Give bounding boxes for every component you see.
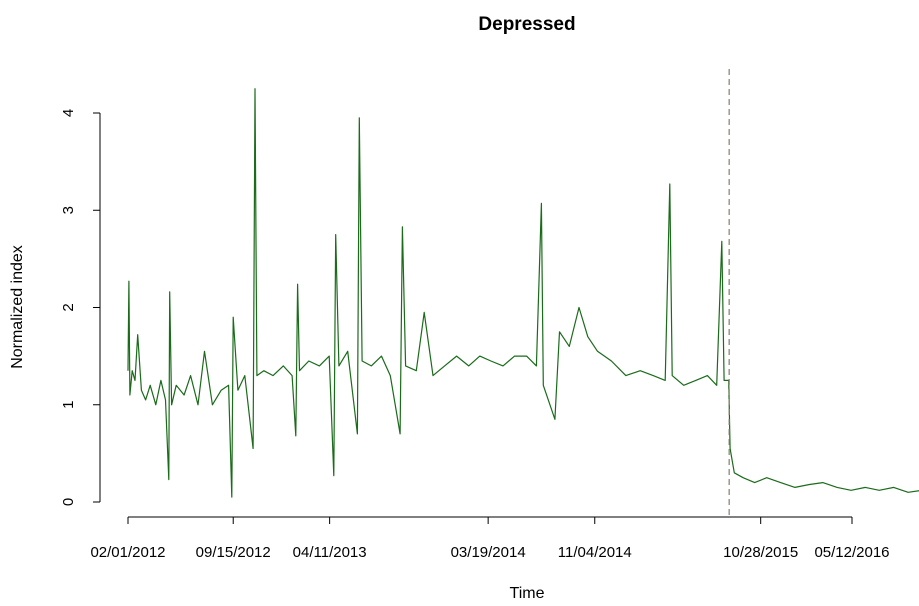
y-ticks: 0 1 2 3 4 [60, 109, 100, 506]
y-tick-label: 3 [60, 206, 77, 214]
plot-area [127, 69, 919, 517]
x-tick-label: 09/15/2012 [196, 544, 271, 561]
x-tick-label: 11/04/2014 [558, 544, 632, 561]
x-tick-label: 02/01/2012 [90, 544, 165, 561]
x-tick-label: 03/19/2014 [451, 544, 526, 561]
x-ticks: 02/01/2012 09/15/2012 04/11/2013 03/19/2014… [90, 517, 890, 561]
y-tick-label: 1 [60, 401, 77, 409]
chart-title: Depressed [478, 14, 575, 35]
y-axis-label: Normalized index [9, 245, 26, 369]
y-tick-label: 0 [60, 498, 77, 506]
y-tick-label: 2 [60, 303, 77, 311]
series-line [127, 88, 919, 498]
x-axis-label: Time [510, 585, 545, 602]
y-tick-label: 4 [60, 109, 77, 117]
x-tick-label: 10/28/2015 [723, 544, 798, 561]
x-tick-label: 04/11/2013 [293, 544, 367, 561]
x-tick-label: 05/12/2016 [814, 544, 889, 561]
